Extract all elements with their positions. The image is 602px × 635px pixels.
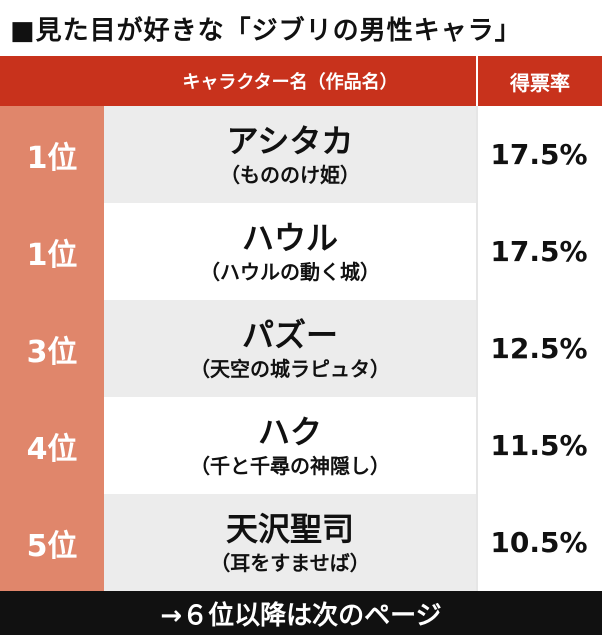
- table-row: 5位 天沢聖司 （耳をすませば） 10.5%: [0, 494, 602, 591]
- rank-cell: 1位: [0, 106, 104, 203]
- name-cell: 天沢聖司 （耳をすませば）: [104, 494, 476, 591]
- next-page-note: →６位以降は次のページ: [0, 591, 602, 635]
- character-name: アシタカ: [226, 121, 354, 160]
- vote-rate-cell: 17.5%: [476, 106, 602, 203]
- name-cell: ハク （千と千尋の神隠し）: [104, 397, 476, 494]
- table-row: 1位 ハウル （ハウルの動く城） 17.5%: [0, 203, 602, 300]
- table-row: 4位 ハク （千と千尋の神隠し） 11.5%: [0, 397, 602, 494]
- name-cell: パズー （天空の城ラピュタ）: [104, 300, 476, 397]
- character-name: パズー: [241, 315, 338, 354]
- name-cell: ハウル （ハウルの動く城）: [104, 203, 476, 300]
- vote-rate-cell: 17.5%: [476, 203, 602, 300]
- work-title: （天空の城ラピュタ）: [190, 356, 390, 381]
- character-name: ハク: [257, 412, 322, 451]
- work-title: （もののけ姫）: [220, 162, 360, 187]
- vote-rate-cell: 10.5%: [476, 494, 602, 591]
- character-name: ハウル: [241, 218, 338, 257]
- work-title: （ハウルの動く城）: [200, 259, 380, 284]
- rank-cell: 5位: [0, 494, 104, 591]
- name-cell: アシタカ （もののけ姫）: [104, 106, 476, 203]
- page-title: ■見た目が好きな「ジブリの男性キャラ」: [10, 15, 522, 46]
- rank-cell: 4位: [0, 397, 104, 494]
- table-row: 1位 アシタカ （もののけ姫） 17.5%: [0, 106, 602, 203]
- work-title: （耳をすませば）: [210, 550, 370, 575]
- vote-rate-column-header: 得票率: [476, 56, 602, 106]
- work-title: （千と千尋の神隠し）: [190, 453, 390, 478]
- rank-cell: 3位: [0, 300, 104, 397]
- vote-rate-cell: 11.5%: [476, 397, 602, 494]
- table-row: 3位 パズー （天空の城ラピュタ） 12.5%: [0, 300, 602, 397]
- character-name-column-header: キャラクター名（作品名）: [182, 72, 398, 93]
- rank-cell: 1位: [0, 203, 104, 300]
- column-divider: [476, 106, 478, 591]
- character-name: 天沢聖司: [225, 509, 354, 548]
- vote-rate-cell: 12.5%: [476, 300, 602, 397]
- table-header: キャラクター名（作品名） 得票率: [0, 56, 602, 106]
